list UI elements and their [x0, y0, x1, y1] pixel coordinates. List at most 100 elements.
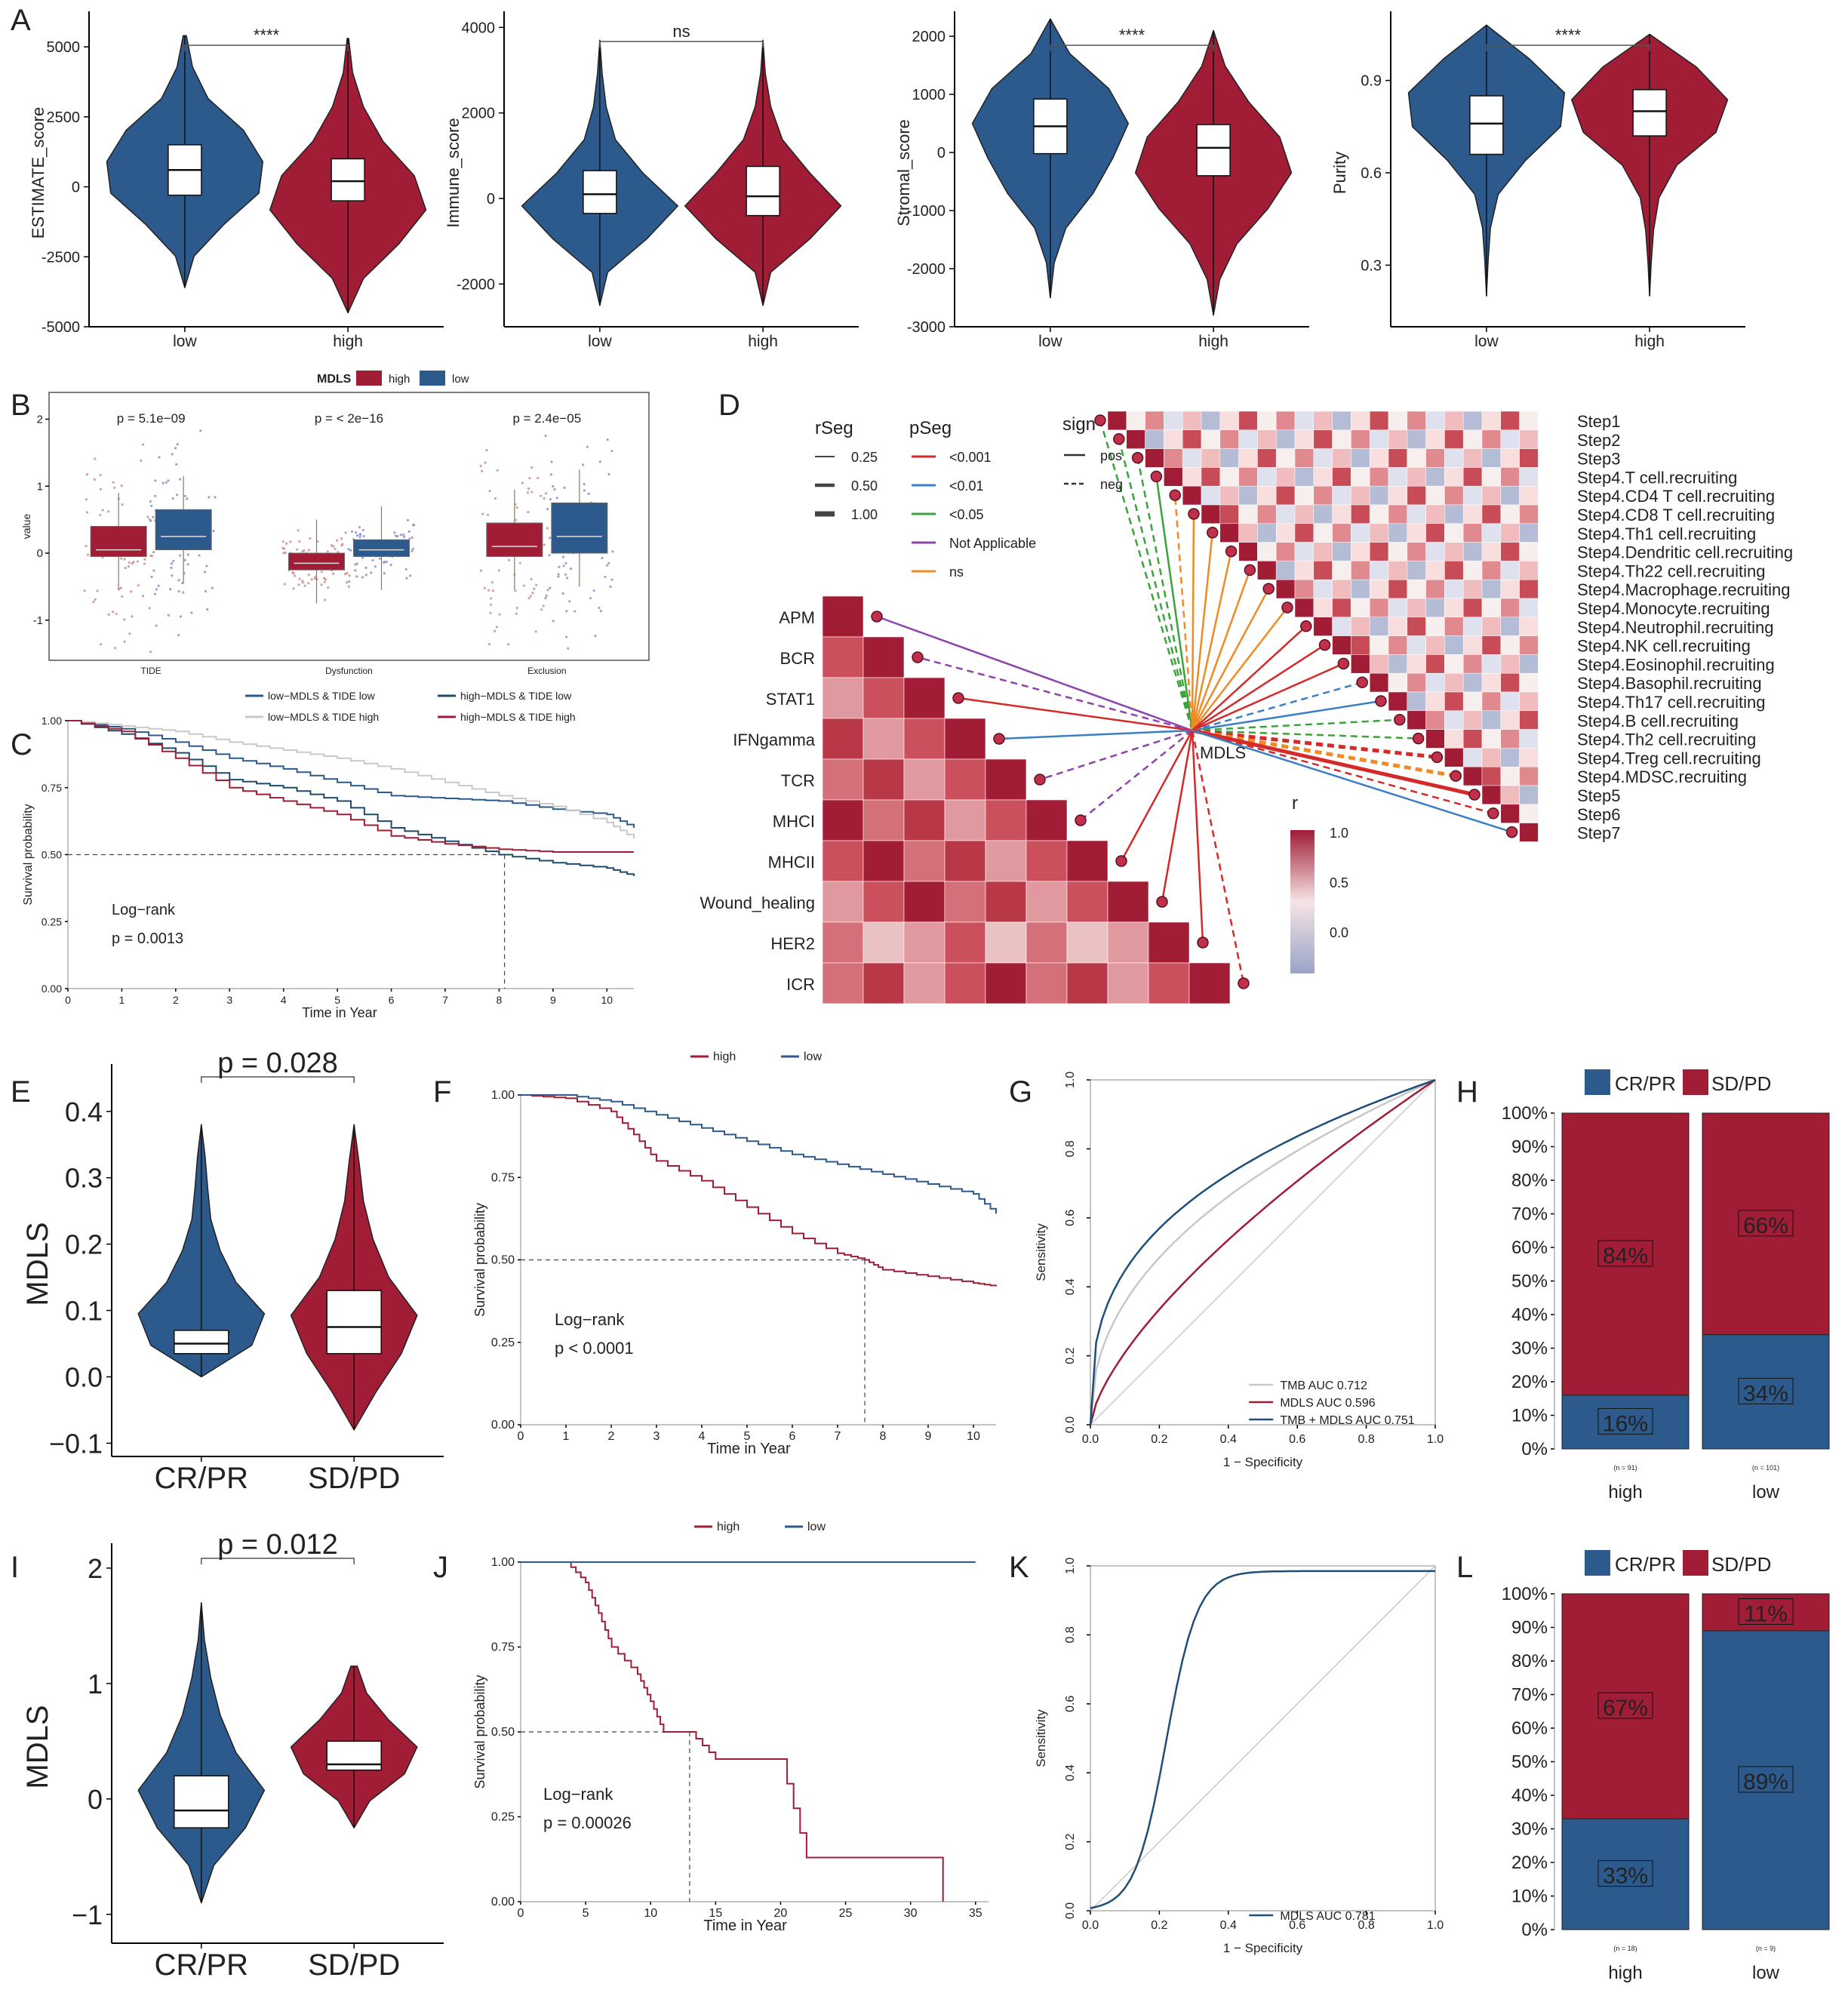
box-high	[288, 552, 345, 571]
heatmap-cell	[1500, 598, 1520, 618]
jitter-point	[489, 603, 493, 606]
link-node	[1412, 732, 1425, 745]
x-tick-label: 3	[653, 1430, 660, 1443]
jitter-point	[358, 536, 361, 539]
jitter-point	[518, 561, 521, 564]
correlation-link	[1192, 644, 1326, 732]
jitter-point	[567, 647, 570, 650]
jitter-point	[153, 592, 157, 595]
panel-label-j: J	[433, 1551, 448, 1584]
heatmap-cell	[1201, 429, 1221, 449]
panel-label-c: C	[11, 728, 32, 761]
heatmap-cell	[1066, 921, 1108, 964]
link-node	[1197, 937, 1209, 949]
legend-title-sign: sign	[1062, 414, 1096, 435]
jitter-point	[140, 459, 143, 463]
heatmap-cell	[1444, 504, 1464, 524]
link-node	[1075, 814, 1087, 826]
heatmap-cell	[1294, 485, 1315, 506]
x-tick-label: Exclusion	[527, 666, 566, 676]
heatmap-cell	[1462, 561, 1483, 580]
heatmap-cell	[1519, 691, 1539, 712]
heatmap-cell	[822, 758, 864, 801]
heatmap-cell	[1275, 448, 1296, 468]
jitter-point	[385, 560, 389, 564]
heatmap-cell	[1425, 485, 1445, 506]
heatmap-cell	[1313, 411, 1333, 431]
heatmap-cell	[1407, 448, 1426, 468]
box-low	[353, 539, 410, 557]
heatmap-cell	[1444, 579, 1464, 599]
jitter-point	[586, 445, 589, 448]
legend-label: low−MDLS & TIDE high	[268, 711, 379, 723]
y-tick-label: 90%	[1511, 1137, 1548, 1158]
heatmap-cell	[903, 677, 946, 719]
jitter-point	[553, 487, 556, 491]
heatmap-cell	[1351, 411, 1370, 431]
box	[583, 170, 617, 214]
x-tick-label: 9	[550, 994, 556, 1006]
jitter-point	[564, 561, 567, 565]
plot-frame	[48, 392, 650, 661]
heatmap-cell	[1369, 448, 1389, 468]
jitter-point	[607, 561, 610, 564]
jitter-point	[348, 580, 351, 583]
jitter-point	[307, 549, 311, 552]
jitter-point	[557, 573, 560, 576]
heatmap-cell	[1425, 523, 1445, 543]
x-tick-label: 0.8	[1358, 1919, 1374, 1932]
panel-label-e: E	[11, 1075, 31, 1109]
y-tick-label: 1.00	[42, 715, 62, 727]
significance-label: p = 0.028	[217, 1047, 338, 1079]
heatmap-cell	[822, 921, 864, 964]
jitter-point	[543, 543, 546, 546]
violin-chart-i: −1 0 1 2 MDLS CR/PR SD/PD p = 0.012	[21, 1529, 444, 1982]
y-axis-label: Survival probability	[472, 1675, 487, 1788]
jitter-point	[611, 550, 614, 553]
heatmap-cell	[1388, 429, 1408, 449]
jitter-point	[545, 594, 548, 597]
jitter-point	[483, 586, 486, 590]
heatmap-cell	[1444, 654, 1464, 674]
y-tick-label: 0.50	[491, 1726, 515, 1739]
link-node	[1244, 564, 1256, 577]
y-tick-label: 1	[88, 1669, 103, 1699]
correlation-link	[1192, 663, 1344, 732]
legend-label: low−MDLS & TIDE low	[268, 690, 376, 702]
heatmap-cell	[822, 799, 864, 841]
diagonal-reference	[1090, 1565, 1436, 1911]
heatmap-cell	[1369, 542, 1389, 561]
jitter-point	[601, 556, 604, 560]
logrank-p-value: p = 0.00026	[543, 1813, 632, 1832]
jitter-point	[343, 572, 347, 576]
jitter-point	[99, 487, 102, 491]
y-tick-label: 0.00	[42, 983, 62, 995]
heatmap-row-label: Step2	[1577, 431, 1621, 450]
heatmap-cell	[1219, 467, 1239, 487]
heatmap-cell	[1444, 729, 1464, 749]
x-tick-label: 1.0	[1427, 1919, 1444, 1932]
violin-chart-e: −0.1 0.0 0.1 0.2 0.3 0.4 MDLS CR/PR SD/PD p = 0.0…	[21, 1047, 444, 1495]
heatmap-cell	[1369, 523, 1389, 543]
jitter-point	[552, 484, 555, 487]
x-axis-label: Time in Year	[707, 1441, 791, 1457]
jitter-point	[406, 518, 410, 521]
heatmap-cell	[1500, 729, 1520, 749]
heatmap-cell	[985, 921, 1027, 964]
data-label: 11%	[1744, 1601, 1788, 1626]
heatmap-cell	[1351, 467, 1370, 487]
link-node	[1281, 601, 1293, 614]
y-tick-label: 50%	[1511, 1272, 1548, 1292]
jitter-point	[549, 586, 552, 589]
x-tick-label: 0.4	[1220, 1919, 1237, 1932]
heatmap-cell	[1313, 448, 1333, 468]
heatmap-cell	[1164, 429, 1183, 449]
heatmap-cell	[1500, 429, 1520, 449]
legend-label: high	[713, 1050, 736, 1063]
jitter-point	[530, 577, 533, 581]
legend-label: <0.01	[949, 478, 984, 494]
heatmap-cell	[1164, 448, 1183, 468]
stacked-bar-chart-h: 0% 10% 20% 30% 40% 50% 60% 70% 80% 90% 100% CR/PR SD…	[1502, 1069, 1830, 1502]
jitter-point	[527, 487, 530, 491]
correlation-link	[1192, 700, 1382, 732]
